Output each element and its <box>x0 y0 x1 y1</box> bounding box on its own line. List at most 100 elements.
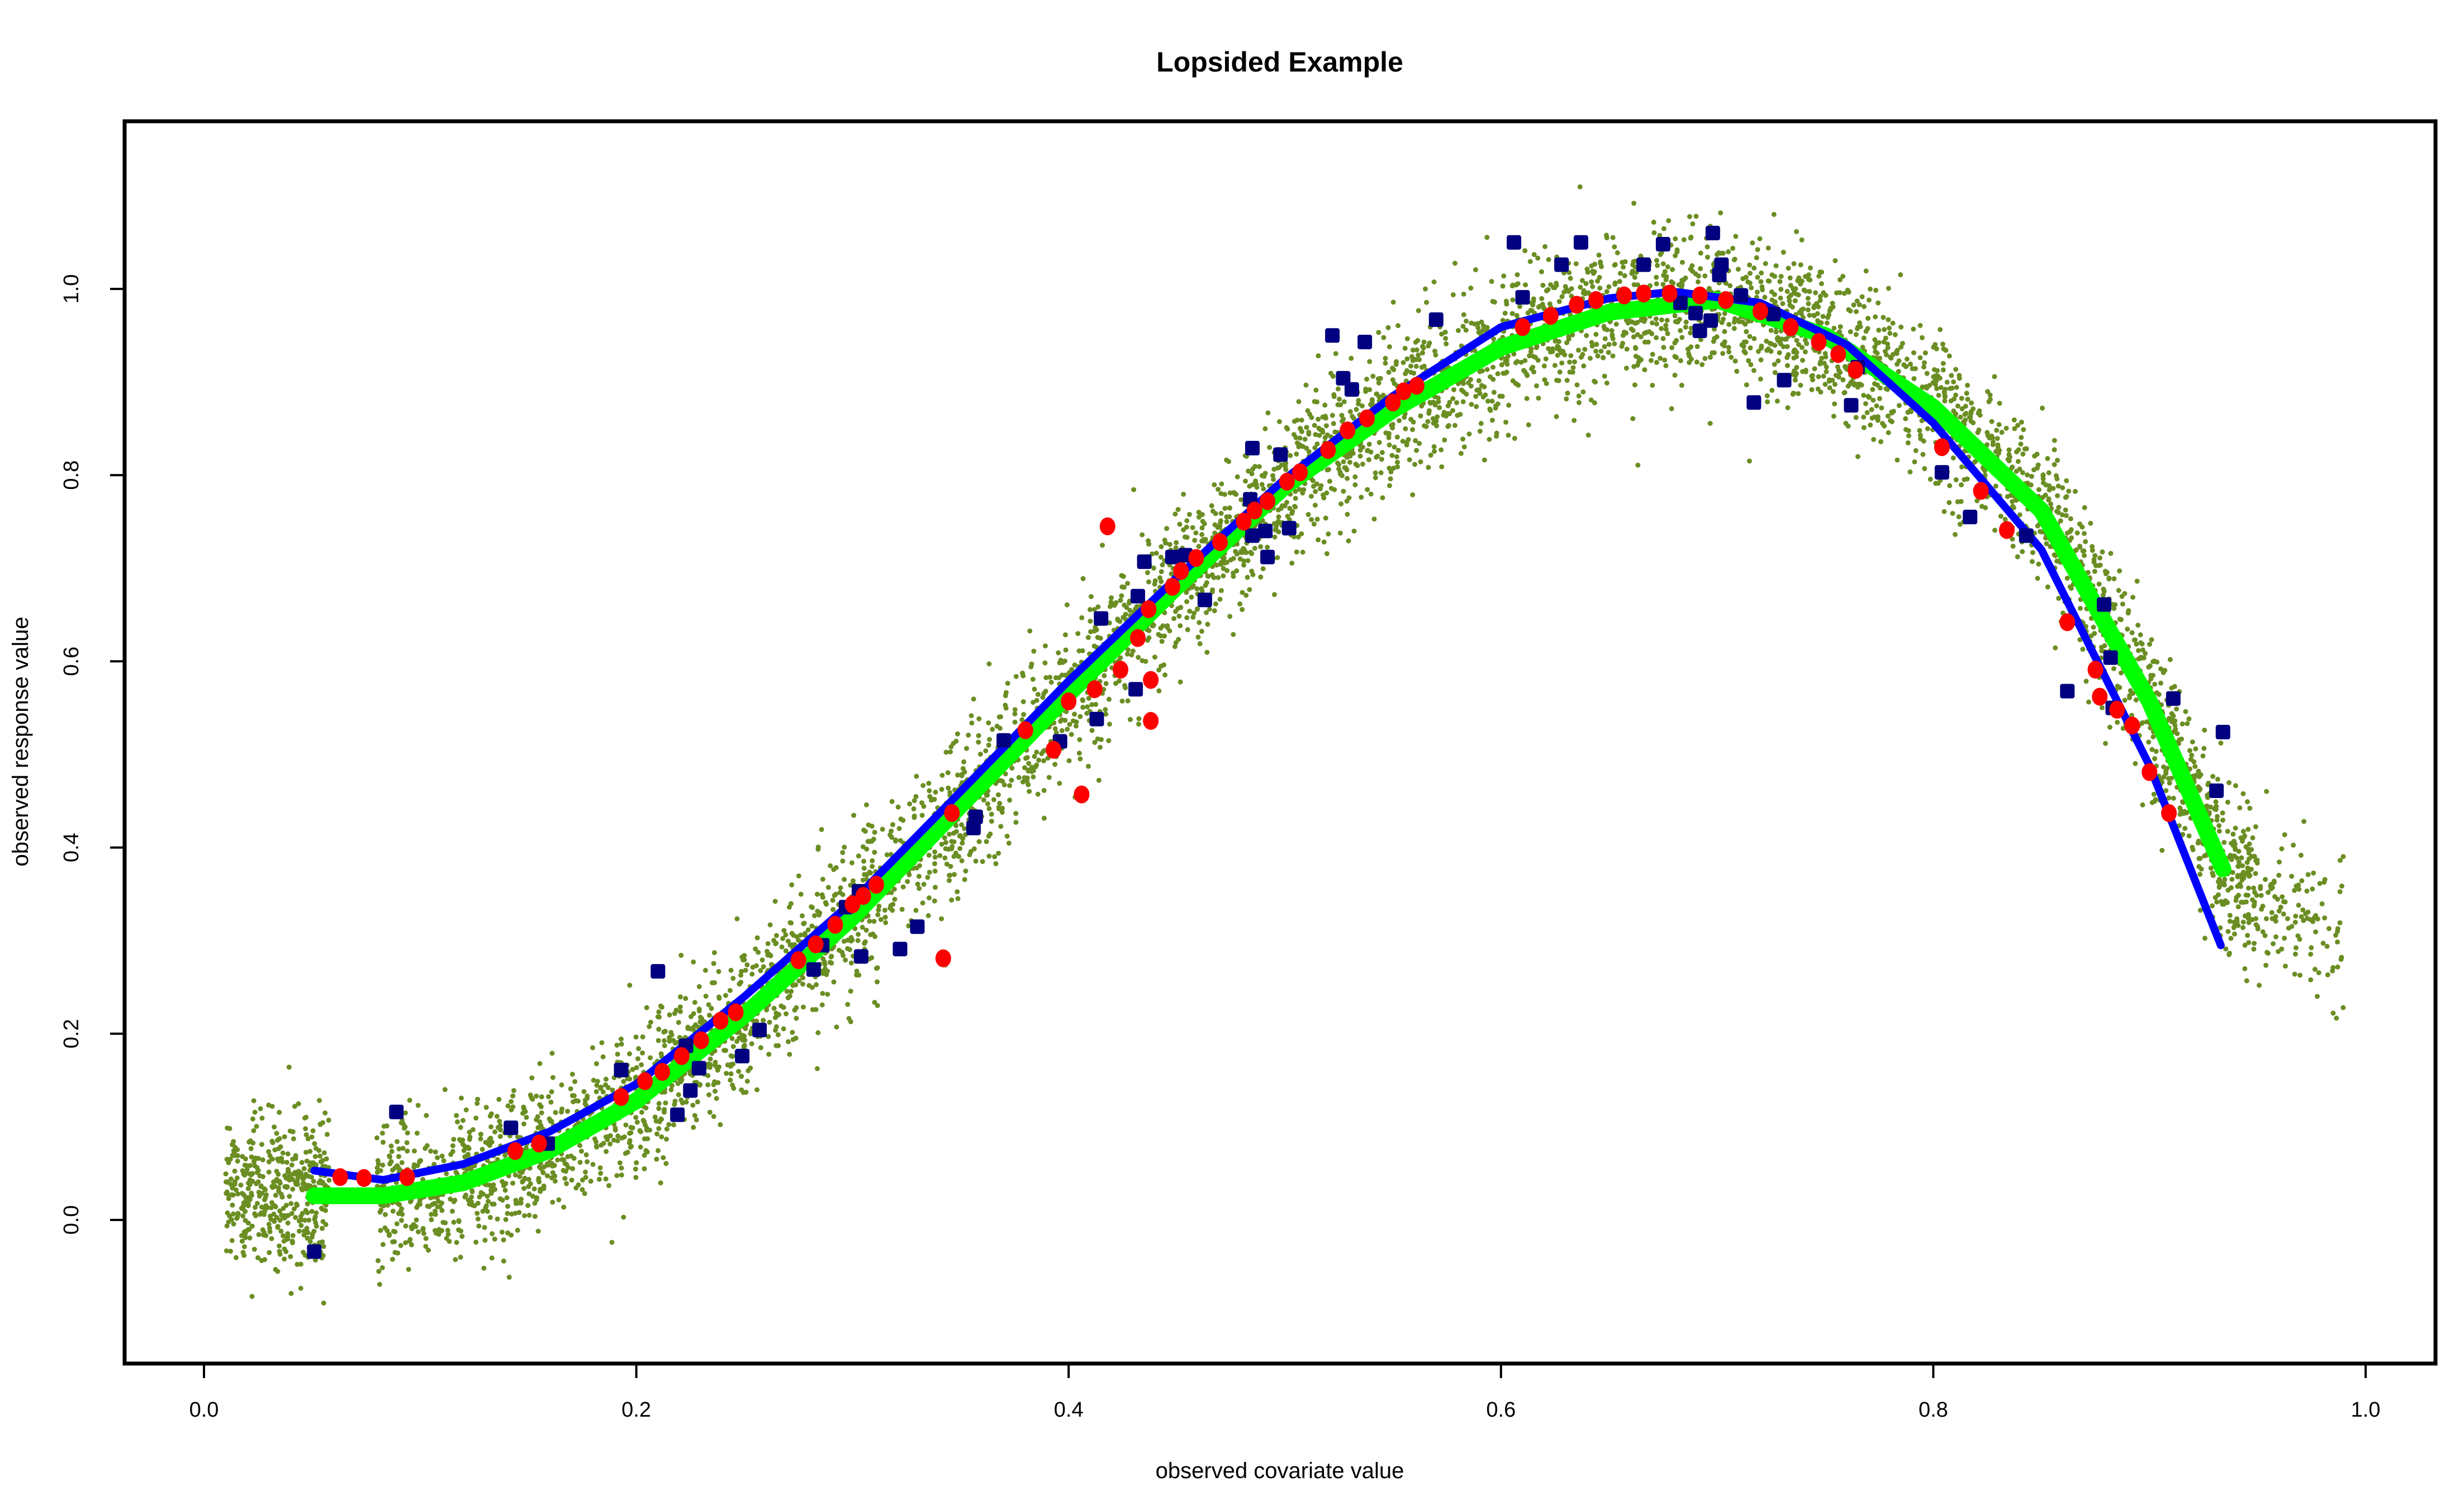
cloud-point <box>1848 329 1853 335</box>
cloud-point <box>1359 495 1364 500</box>
cloud-point <box>1573 261 1579 267</box>
cloud-point <box>1191 610 1197 616</box>
cloud-point <box>639 1109 644 1115</box>
cloud-point <box>898 816 904 822</box>
cloud-point <box>1335 386 1341 392</box>
cloud-point <box>1243 478 1248 484</box>
cloud-point <box>2066 488 2072 494</box>
cloud-point <box>640 1050 645 1056</box>
cloud-point <box>564 1181 569 1186</box>
cloud-point <box>2263 916 2269 922</box>
cloud-point <box>324 1132 330 1137</box>
cloud-point <box>1423 300 1429 305</box>
cloud-point <box>883 920 889 925</box>
cloud-point <box>1118 597 1123 603</box>
cloud-point <box>469 1188 475 1194</box>
cloud-point <box>1592 379 1598 385</box>
cloud-point <box>1821 290 1826 296</box>
cloud-point <box>520 1110 526 1116</box>
cloud-point <box>1303 382 1309 388</box>
cloud-point <box>591 1077 596 1083</box>
cloud-point <box>1412 462 1418 467</box>
cloud-point <box>389 1148 395 1154</box>
cloud-point <box>1631 334 1636 340</box>
cloud-point <box>985 801 990 806</box>
cloud-point <box>1881 315 1886 320</box>
cloud-point <box>1091 643 1097 649</box>
cloud-point <box>1806 272 1811 278</box>
cloud-point <box>1907 469 1913 474</box>
cloud-point <box>451 1137 457 1142</box>
cloud-point <box>2227 919 2233 924</box>
cloud-point <box>1863 268 1869 274</box>
cloud-point <box>1778 274 1784 279</box>
cloud-point <box>1158 625 1164 631</box>
cloud-point <box>1996 422 2002 428</box>
cloud-point <box>1439 464 1445 469</box>
cloud-point <box>1694 344 1700 349</box>
cloud-point <box>301 1250 306 1255</box>
cloud-point <box>405 1130 410 1136</box>
cloud-point <box>2083 678 2089 684</box>
cloud-point <box>1084 710 1090 716</box>
cloud-point <box>1597 286 1603 291</box>
cloud-point <box>943 749 949 755</box>
cloud-point <box>590 1045 595 1051</box>
cloud-point <box>1492 300 1497 305</box>
cloud-point <box>880 827 885 832</box>
cloud-point <box>1799 237 1805 243</box>
cloud-point <box>385 1203 391 1208</box>
cloud-point <box>1217 524 1223 529</box>
cloud-point <box>1904 357 1910 362</box>
cloud-point <box>539 1094 544 1100</box>
cloud-point <box>729 1036 735 1041</box>
cloud-point <box>497 1118 502 1124</box>
cloud-point <box>1175 507 1181 512</box>
cloud-point <box>1934 386 1940 391</box>
cloud-point <box>1564 396 1569 402</box>
cloud-point <box>1187 609 1193 614</box>
cloud-point <box>1885 345 1891 350</box>
cloud-point <box>248 1163 253 1169</box>
cloud-point <box>475 1216 481 1222</box>
cloud-point <box>1809 387 1815 392</box>
cloud-point <box>1541 363 1547 369</box>
cloud-point <box>1184 518 1190 524</box>
cloud-point <box>2063 495 2068 500</box>
cloud-point <box>656 1148 661 1153</box>
cloud-point <box>377 1281 382 1287</box>
cloud-point <box>1007 783 1013 789</box>
cloud-point <box>1336 462 1342 467</box>
cloud-point <box>1570 332 1575 338</box>
cloud-point <box>1663 363 1669 368</box>
cloud-point <box>1805 296 1811 301</box>
cloud-point <box>867 918 872 924</box>
cloud-point <box>1349 355 1354 361</box>
cloud-point <box>1539 296 1545 301</box>
cloud-point <box>241 1244 247 1250</box>
cloud-point <box>583 1152 589 1157</box>
cloud-point <box>1272 534 1278 540</box>
cloud-point <box>678 1097 684 1103</box>
cloud-point <box>1065 726 1070 732</box>
cloud-point <box>1262 471 1268 476</box>
cloud-point <box>2252 890 2257 895</box>
cloud-point <box>1386 369 1392 375</box>
cloud-point <box>1296 399 1302 405</box>
cloud-point <box>268 1213 273 1219</box>
cloud-point <box>2280 894 2285 900</box>
cloud-point <box>473 1239 479 1245</box>
cloud-point <box>1992 374 1997 379</box>
cloud-point <box>583 1169 588 1175</box>
cloud-point <box>1810 377 1816 383</box>
cloud-point <box>1739 342 1745 348</box>
cloud-point <box>2046 497 2052 503</box>
cloud-point <box>518 1196 524 1202</box>
cloud-point <box>1903 416 1908 421</box>
cloud-point <box>1041 815 1047 821</box>
cloud-point <box>1056 650 1061 656</box>
cloud-point <box>1990 442 1996 448</box>
cloud-point <box>1161 662 1167 668</box>
cloud-point <box>286 1170 292 1175</box>
cloud-point <box>1693 271 1698 277</box>
